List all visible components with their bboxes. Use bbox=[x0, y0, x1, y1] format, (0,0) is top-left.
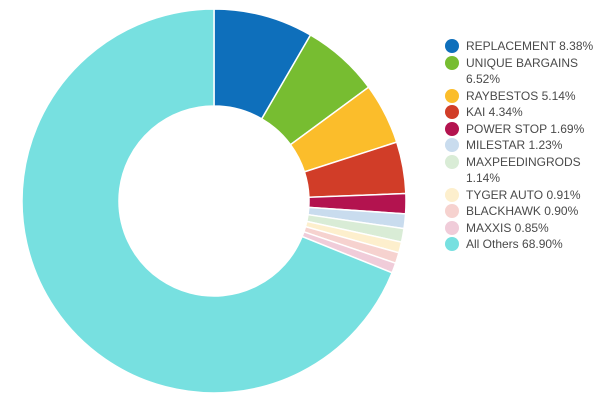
legend-label: MILESTAR 1.23% bbox=[466, 138, 563, 152]
legend-item[interactable]: MAXPEEDINGRODS 1.14% bbox=[440, 154, 608, 187]
legend-label: TYGER AUTO 0.91% bbox=[466, 187, 581, 202]
chart-legend: REPLACEMENT 8.38% UNIQUE BARGAINS 6.52% RA… bbox=[440, 38, 608, 253]
legend-label: MAXPEEDINGRODS 1.14% bbox=[466, 154, 581, 186]
legend-label: BLACKHAWK 0.90% bbox=[466, 204, 579, 218]
legend-label: REPLACEMENT 8.38% bbox=[466, 39, 594, 53]
legend-item[interactable]: TYGER AUTO 0.91% bbox=[440, 187, 608, 204]
legend-item[interactable]: All Others 68.90% bbox=[440, 236, 608, 253]
legend-swatch-icon bbox=[445, 121, 459, 136]
legend-label: POWER STOP 1.69% bbox=[466, 121, 585, 136]
legend-swatch-icon bbox=[445, 237, 459, 251]
legend-item[interactable]: MAXXIS 0.85% bbox=[440, 220, 608, 237]
legend-label: All Others 68.90% bbox=[466, 237, 563, 251]
legend-swatch-icon bbox=[445, 39, 459, 53]
legend-swatch-icon bbox=[445, 204, 459, 218]
legend-swatch-icon bbox=[445, 55, 459, 70]
legend-swatch-icon bbox=[445, 105, 459, 119]
legend-swatch-icon bbox=[445, 88, 459, 103]
legend-label: UNIQUE BARGAINS 6.52% bbox=[466, 55, 579, 87]
legend-label: KAI 4.34% bbox=[466, 105, 523, 119]
legend-swatch-icon bbox=[445, 138, 459, 152]
legend-item[interactable]: POWER STOP 1.69% bbox=[440, 121, 608, 138]
legend-swatch-icon bbox=[445, 187, 459, 202]
legend-item[interactable]: BLACKHAWK 0.90% bbox=[440, 203, 608, 220]
legend-swatch-icon bbox=[445, 154, 459, 169]
legend-item[interactable]: UNIQUE BARGAINS 6.52% bbox=[440, 55, 608, 88]
legend-item[interactable]: REPLACEMENT 8.38% bbox=[440, 38, 608, 55]
legend-item[interactable]: MILESTAR 1.23% bbox=[440, 137, 608, 154]
legend-item[interactable]: KAI 4.34% bbox=[440, 104, 608, 121]
legend-label: RAYBESTOS 5.14% bbox=[466, 88, 576, 103]
slice-all-others[interactable] bbox=[21, 8, 394, 394]
legend-item[interactable]: RAYBESTOS 5.14% bbox=[440, 88, 608, 105]
legend-swatch-icon bbox=[445, 220, 459, 235]
legend-label: MAXXIS 0.85% bbox=[466, 220, 549, 235]
